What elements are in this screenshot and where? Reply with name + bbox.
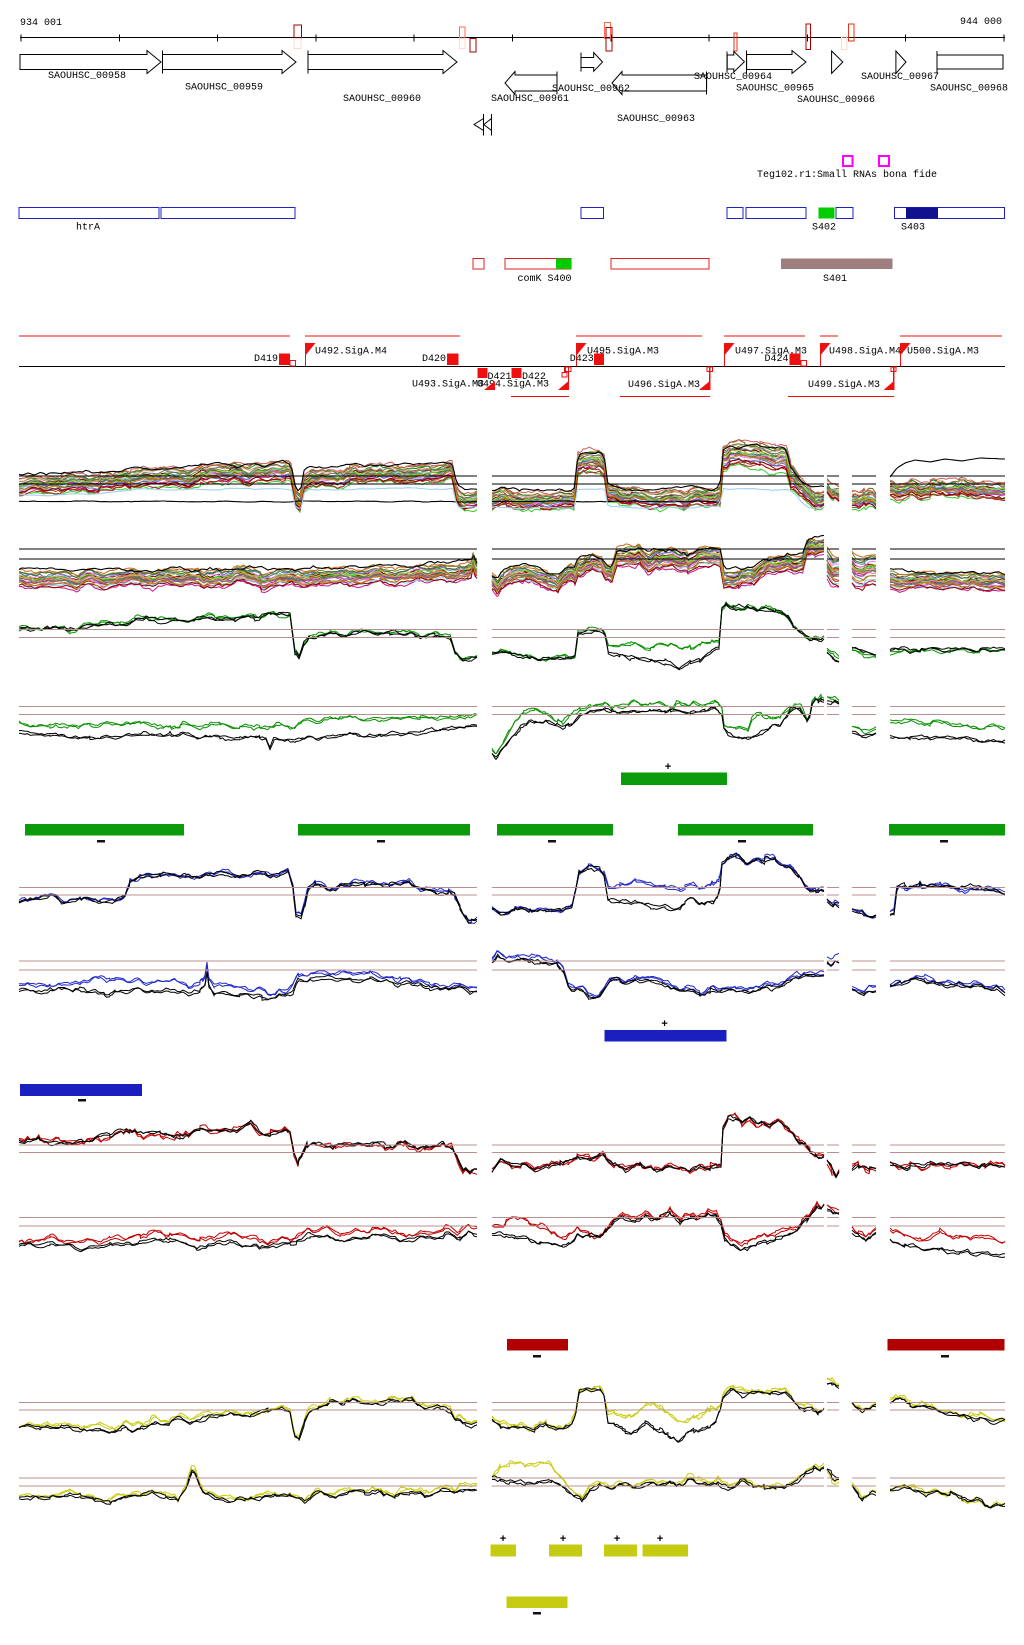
svg-text:SAOUHSC_00967: SAOUHSC_00967 bbox=[861, 72, 939, 83]
svg-text:SAOUHSC_00959: SAOUHSC_00959 bbox=[185, 83, 263, 94]
svg-text:D420: D420 bbox=[422, 354, 446, 365]
svg-text:SAOUHSC_00968: SAOUHSC_00968 bbox=[930, 84, 1008, 95]
svg-text:SAOUHSC_00962: SAOUHSC_00962 bbox=[552, 84, 630, 95]
svg-text:D424: D424 bbox=[765, 354, 789, 365]
svg-text:SAOUHSC_00960: SAOUHSC_00960 bbox=[343, 94, 421, 105]
svg-text:0494.SigA.M3: 0494.SigA.M3 bbox=[477, 379, 549, 391]
svg-text:+: + bbox=[657, 1534, 664, 1546]
svg-text:SAOUHSC_00963: SAOUHSC_00963 bbox=[617, 114, 695, 125]
svg-text:+: + bbox=[661, 1019, 668, 1031]
svg-text:+: + bbox=[500, 1534, 507, 1546]
svg-text:S401: S401 bbox=[823, 274, 847, 285]
svg-text:htrA: htrA bbox=[76, 222, 100, 234]
svg-text:+: + bbox=[560, 1534, 567, 1546]
svg-text:D423: D423 bbox=[570, 354, 594, 365]
svg-text:SAOUHSC_00966: SAOUHSC_00966 bbox=[797, 95, 875, 106]
svg-text:comK S400: comK S400 bbox=[518, 274, 572, 285]
svg-text:U499.SigA.M3: U499.SigA.M3 bbox=[808, 379, 880, 391]
svg-text:+: + bbox=[665, 762, 672, 774]
svg-text:934 001: 934 001 bbox=[20, 18, 62, 29]
svg-text:D421: D421 bbox=[488, 372, 512, 383]
svg-text:D419: D419 bbox=[254, 354, 278, 365]
svg-text:D422: D422 bbox=[522, 372, 546, 383]
svg-text:U496.SigA.M3: U496.SigA.M3 bbox=[628, 379, 700, 391]
svg-text:Teg102.r1:Small RNAs bona fide: Teg102.r1:Small RNAs bona fide bbox=[757, 169, 937, 181]
svg-text:U497.SigA.M3: U497.SigA.M3 bbox=[735, 346, 807, 358]
svg-text:U500.SigA.M3: U500.SigA.M3 bbox=[907, 346, 979, 358]
svg-text:SAOUHSC_00964: SAOUHSC_00964 bbox=[694, 72, 772, 83]
svg-text:S402: S402 bbox=[812, 223, 836, 234]
svg-text:U495.SigA.M3: U495.SigA.M3 bbox=[587, 346, 659, 358]
svg-text:SAOUHSC_00958: SAOUHSC_00958 bbox=[48, 71, 126, 82]
svg-text:SAOUHSC_00961: SAOUHSC_00961 bbox=[491, 94, 569, 105]
svg-text:U492.SigA.M4: U492.SigA.M4 bbox=[315, 346, 387, 358]
svg-text:SAOUHSC_00965: SAOUHSC_00965 bbox=[736, 84, 814, 95]
svg-text:U493.SigA.M3: U493.SigA.M3 bbox=[412, 379, 484, 391]
svg-text:U498.SigA.M4: U498.SigA.M4 bbox=[829, 346, 901, 358]
svg-text:+: + bbox=[614, 1534, 621, 1546]
svg-text:944 000: 944 000 bbox=[960, 17, 1002, 28]
svg-text:S403: S403 bbox=[901, 223, 925, 234]
